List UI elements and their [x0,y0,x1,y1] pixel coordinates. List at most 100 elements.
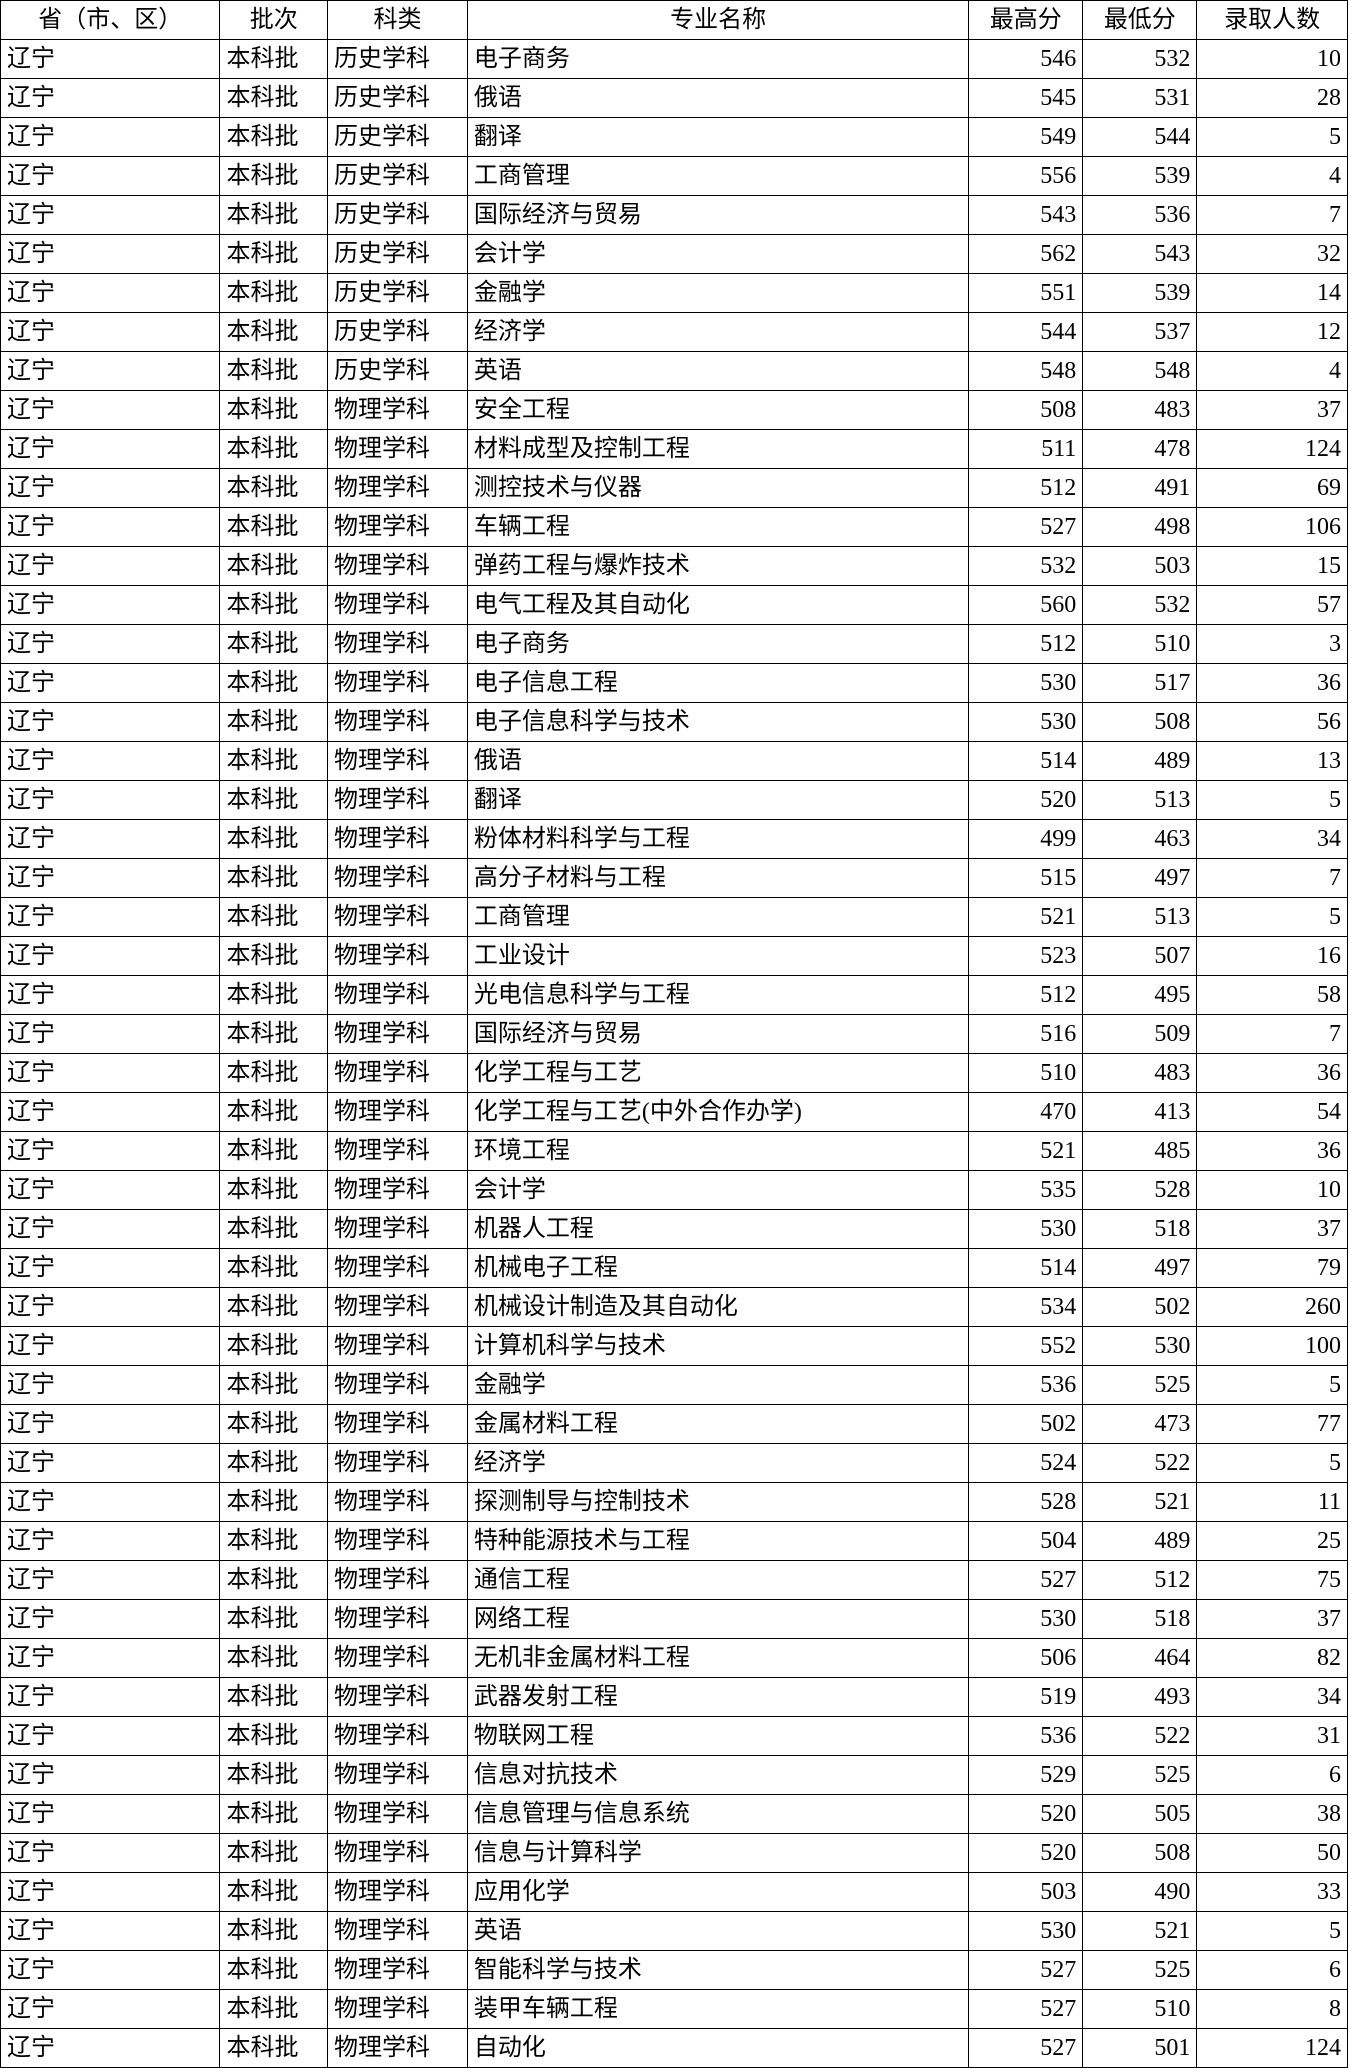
cell-major: 会计学 [467,235,968,274]
cell-major: 探测制导与控制技术 [467,1483,968,1522]
cell-major: 材料成型及控制工程 [467,430,968,469]
cell-max: 530 [969,1600,1083,1639]
cell-count: 82 [1197,1639,1348,1678]
cell-major: 经济学 [467,313,968,352]
table-row: 辽宁本科批物理学科电子信息工程53051736 [1,664,1348,703]
cell-batch: 本科批 [220,625,328,664]
table-row: 辽宁本科批物理学科智能科学与技术5275256 [1,1951,1348,1990]
cell-province: 辽宁 [1,859,220,898]
cell-batch: 本科批 [220,1600,328,1639]
cell-province: 辽宁 [1,1951,220,1990]
cell-min: 510 [1083,1990,1197,2029]
cell-batch: 本科批 [220,40,328,79]
cell-count: 10 [1197,40,1348,79]
cell-major: 网络工程 [467,1600,968,1639]
cell-province: 辽宁 [1,118,220,157]
cell-max: 520 [969,781,1083,820]
cell-major: 通信工程 [467,1561,968,1600]
cell-major: 粉体材料科学与工程 [467,820,968,859]
cell-min: 518 [1083,1210,1197,1249]
cell-subject: 物理学科 [328,664,468,703]
cell-max: 520 [969,1834,1083,1873]
cell-major: 俄语 [467,79,968,118]
cell-major: 化学工程与工艺(中外合作办学) [467,1093,968,1132]
cell-count: 5 [1197,898,1348,937]
cell-subject: 物理学科 [328,1912,468,1951]
cell-major: 装甲车辆工程 [467,1990,968,2029]
table-row: 辽宁本科批物理学科物联网工程53652231 [1,1717,1348,1756]
table-row: 辽宁本科批物理学科化学工程与工艺(中外合作办学)47041354 [1,1093,1348,1132]
table-row: 辽宁本科批历史学科电子商务54653210 [1,40,1348,79]
cell-batch: 本科批 [220,1054,328,1093]
cell-min: 413 [1083,1093,1197,1132]
cell-major: 电子信息科学与技术 [467,703,968,742]
cell-province: 辽宁 [1,196,220,235]
cell-count: 36 [1197,664,1348,703]
cell-max: 530 [969,703,1083,742]
cell-max: 512 [969,976,1083,1015]
cell-batch: 本科批 [220,820,328,859]
cell-province: 辽宁 [1,586,220,625]
cell-province: 辽宁 [1,1444,220,1483]
table-row: 辽宁本科批物理学科测控技术与仪器51249169 [1,469,1348,508]
cell-max: 530 [969,664,1083,703]
cell-major: 信息管理与信息系统 [467,1795,968,1834]
cell-major: 英语 [467,352,968,391]
cell-count: 124 [1197,2029,1348,2068]
cell-batch: 本科批 [220,196,328,235]
cell-min: 503 [1083,547,1197,586]
cell-batch: 本科批 [220,703,328,742]
cell-province: 辽宁 [1,274,220,313]
header-count: 录取人数 [1197,1,1348,40]
cell-batch: 本科批 [220,79,328,118]
cell-min: 525 [1083,1951,1197,1990]
cell-major: 武器发射工程 [467,1678,968,1717]
cell-province: 辽宁 [1,1561,220,1600]
cell-count: 32 [1197,235,1348,274]
cell-province: 辽宁 [1,79,220,118]
table-row: 辽宁本科批物理学科电气工程及其自动化56053257 [1,586,1348,625]
cell-batch: 本科批 [220,157,328,196]
cell-max: 535 [969,1171,1083,1210]
cell-count: 58 [1197,976,1348,1015]
cell-count: 77 [1197,1405,1348,1444]
cell-major: 英语 [467,1912,968,1951]
cell-min: 512 [1083,1561,1197,1600]
cell-min: 505 [1083,1795,1197,1834]
cell-batch: 本科批 [220,1951,328,1990]
cell-subject: 历史学科 [328,118,468,157]
cell-batch: 本科批 [220,508,328,547]
cell-major: 金融学 [467,274,968,313]
cell-subject: 物理学科 [328,781,468,820]
cell-major: 特种能源技术与工程 [467,1522,968,1561]
cell-min: 483 [1083,391,1197,430]
header-min: 最低分 [1083,1,1197,40]
cell-min: 497 [1083,1249,1197,1288]
cell-major: 测控技术与仪器 [467,469,968,508]
cell-major: 电子商务 [467,625,968,664]
cell-max: 520 [969,1795,1083,1834]
cell-batch: 本科批 [220,1483,328,1522]
cell-batch: 本科批 [220,1756,328,1795]
cell-count: 38 [1197,1795,1348,1834]
table-row: 辽宁本科批物理学科机器人工程53051837 [1,1210,1348,1249]
cell-subject: 物理学科 [328,1249,468,1288]
cell-min: 543 [1083,235,1197,274]
table-row: 辽宁本科批历史学科国际经济与贸易5435367 [1,196,1348,235]
cell-count: 124 [1197,430,1348,469]
cell-province: 辽宁 [1,352,220,391]
table-row: 辽宁本科批物理学科化学工程与工艺51048336 [1,1054,1348,1093]
cell-major: 工商管理 [467,898,968,937]
cell-subject: 物理学科 [328,1054,468,1093]
cell-major: 物联网工程 [467,1717,968,1756]
table-row: 辽宁本科批历史学科翻译5495445 [1,118,1348,157]
cell-max: 523 [969,937,1083,976]
table-row: 辽宁本科批物理学科翻译5205135 [1,781,1348,820]
cell-min: 490 [1083,1873,1197,1912]
cell-province: 辽宁 [1,1795,220,1834]
cell-province: 辽宁 [1,1717,220,1756]
cell-batch: 本科批 [220,1288,328,1327]
cell-count: 13 [1197,742,1348,781]
table-row: 辽宁本科批物理学科机械电子工程51449779 [1,1249,1348,1288]
header-province: 省（市、区） [1,1,220,40]
